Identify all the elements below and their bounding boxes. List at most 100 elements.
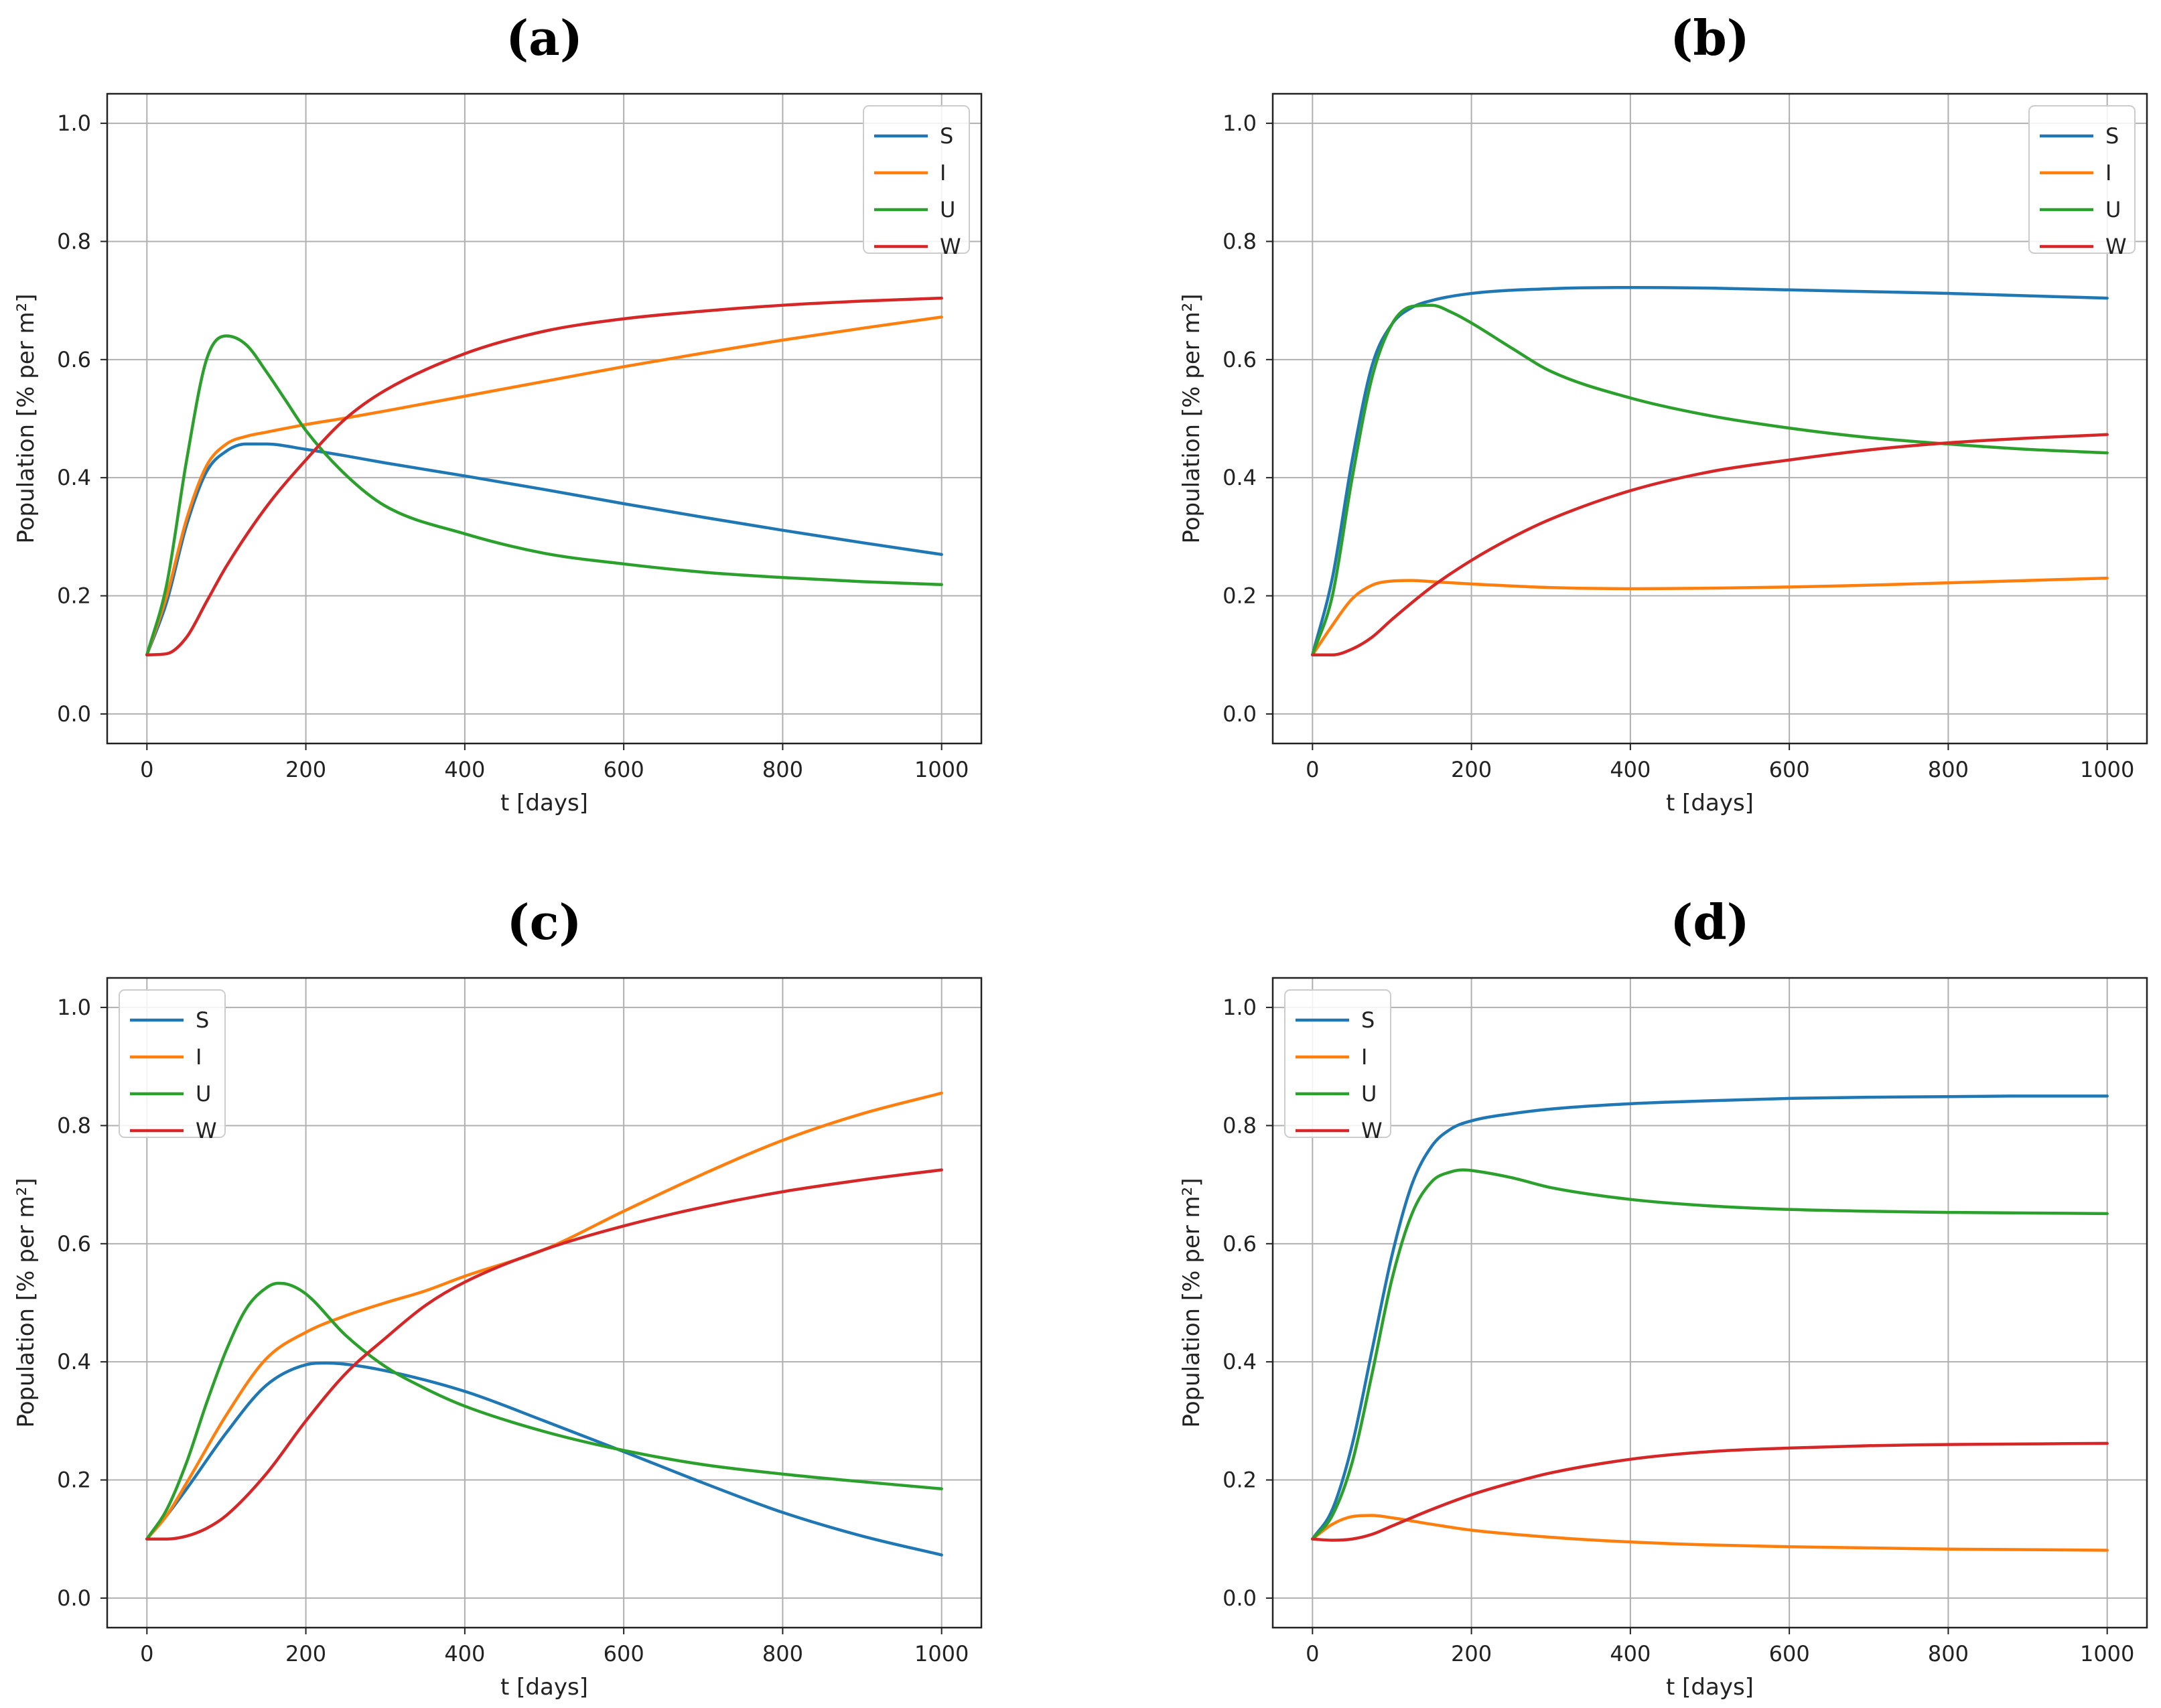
legend-box [2028, 105, 2136, 254]
legend-box [119, 989, 226, 1138]
plot-frame [106, 92, 983, 745]
plot-frame [1271, 92, 2148, 745]
x-tick-label: 400 [1610, 757, 1651, 782]
y-tick-label: 0.6 [57, 347, 91, 372]
chart-panel-b: (b) 0 200 400 600 800 1000 0.0 0.2 0.4 0.6 0.8 1.0 t … [1178, 9, 2148, 816]
series-line-U [1311, 1168, 2109, 1541]
y-tick-label: 1.0 [1223, 111, 1257, 136]
x-tick-label: 800 [1928, 1641, 1969, 1666]
x-tick-label: 1000 [2080, 1641, 2134, 1666]
y-tick-label: 0.0 [57, 1585, 91, 1611]
series-line-S [1311, 1094, 2109, 1541]
series-line-U [145, 1281, 943, 1541]
plot-frame [106, 977, 983, 1629]
x-tick-label: 200 [1451, 1641, 1492, 1666]
y-tick-label: 0.0 [57, 701, 91, 727]
series-line-S [145, 1361, 943, 1557]
legend-label-W: W [196, 1118, 217, 1143]
x-tick-label: 400 [444, 757, 485, 782]
chart-panel-c: (c) 0 200 400 600 800 1000 0.0 0.2 0.4 0.6 0.8 1.0 t … [13, 894, 983, 1701]
legend-label-W: W [2105, 234, 2127, 259]
x-tick-label: 0 [1306, 757, 1319, 782]
chart-panel-a: (a) 0 200 400 600 800 1000 0.0 0.2 0.4 0.6 0.8 1.0 t … [13, 9, 983, 816]
y-tick-label: 0.4 [1223, 465, 1257, 490]
chart-panel-d: (d) 0 200 400 600 800 1000 0.0 0.2 0.4 0.6 0.8 1.0 t … [1178, 894, 2148, 1701]
series-line-I [145, 1091, 943, 1541]
x-tick-label: 0 [140, 757, 153, 782]
legend-label-S: S [2105, 123, 2119, 149]
y-tick-label: 0.4 [1223, 1349, 1257, 1374]
x-tick-label: 0 [1306, 1641, 1319, 1666]
legend-label-W: W [940, 234, 961, 259]
legend-label-U: U [1361, 1081, 1377, 1107]
legend-box [863, 105, 970, 254]
x-tick-label: 600 [604, 757, 644, 782]
panel-title: (c) [507, 894, 582, 950]
x-tick-label: 0 [140, 1641, 153, 1666]
y-tick-label: 0.2 [57, 1468, 91, 1493]
legend-label-I: I [196, 1044, 202, 1070]
plot-frame [1271, 977, 2148, 1629]
y-tick-label: 0.2 [1223, 583, 1257, 609]
y-tick-label: 1.0 [57, 995, 91, 1020]
y-tick-label: 0.6 [1223, 1231, 1257, 1257]
x-tick-label: 200 [285, 757, 326, 782]
y-axis-title: Population [% per m²] [1178, 293, 1205, 543]
y-tick-label: 1.0 [57, 111, 91, 136]
y-tick-label: 0.6 [57, 1231, 91, 1257]
legend-box [1284, 989, 1391, 1138]
legend-label-I: I [940, 160, 946, 186]
legend-label-U: U [2105, 197, 2121, 222]
x-tick-label: 800 [1928, 757, 1969, 782]
x-tick-label: 1000 [914, 1641, 969, 1666]
series-line-S [145, 442, 943, 656]
y-axis-title: Population [% per m²] [13, 1178, 40, 1427]
x-tick-label: 600 [1769, 757, 1810, 782]
y-tick-label: 0.0 [1223, 1585, 1257, 1611]
y-tick-label: 0.8 [1223, 1113, 1257, 1138]
y-tick-label: 0.8 [1223, 228, 1257, 254]
x-tick-label: 800 [762, 757, 803, 782]
y-tick-label: 0.8 [57, 228, 91, 254]
y-tick-label: 0.6 [1223, 347, 1257, 372]
legend-label-S: S [1361, 1007, 1375, 1033]
legend-label-W: W [1361, 1118, 1383, 1143]
panel-title: (b) [1670, 9, 1749, 66]
series-line-W [145, 296, 943, 656]
y-axis-title: Population [% per m²] [1178, 1178, 1205, 1427]
x-tick-label: 200 [1451, 757, 1492, 782]
x-tick-label: 1000 [914, 757, 969, 782]
series-line-U [1311, 303, 2109, 656]
legend-label-S: S [940, 123, 953, 149]
y-tick-label: 1.0 [1223, 995, 1257, 1020]
x-tick-label: 400 [444, 1641, 485, 1666]
x-axis-title: t [days] [500, 1674, 588, 1701]
x-axis-title: t [days] [1666, 790, 1754, 816]
panel-title: (d) [1670, 894, 1749, 950]
legend-label-S: S [196, 1007, 209, 1033]
y-tick-label: 0.2 [1223, 1468, 1257, 1493]
legend-label-I: I [1361, 1044, 1367, 1070]
y-tick-label: 0.8 [57, 1113, 91, 1138]
series-line-W [1311, 433, 2109, 656]
legend-label-U: U [196, 1081, 211, 1107]
y-tick-label: 0.0 [1223, 701, 1257, 727]
x-tick-label: 400 [1610, 1641, 1651, 1666]
series-line-I [1311, 576, 2109, 656]
panel-title: (a) [506, 9, 583, 66]
legend-label-U: U [940, 197, 955, 222]
series-line-U [145, 334, 943, 656]
x-tick-label: 1000 [2080, 757, 2134, 782]
x-tick-label: 600 [604, 1641, 644, 1666]
series-line-I [1311, 1514, 2109, 1552]
series-line-I [145, 315, 943, 656]
legend-label-I: I [2105, 160, 2111, 186]
series-line-W [145, 1168, 943, 1541]
y-tick-label: 0.2 [57, 583, 91, 609]
